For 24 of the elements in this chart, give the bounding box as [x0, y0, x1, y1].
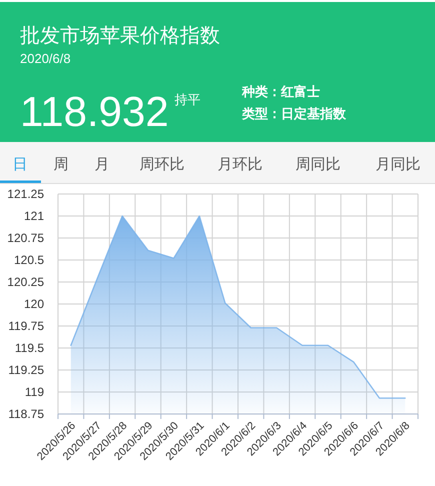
- text: 月环比: [218, 156, 262, 173]
- y-tick-label: 120.5: [14, 253, 44, 267]
- y-tick-label: 120.25: [7, 275, 44, 289]
- y-tick-label: 119.25: [8, 363, 44, 377]
- text: 2020/6/8: [20, 51, 71, 66]
- y-tick-label: 121.25: [7, 187, 44, 201]
- y-tick-label: 120: [24, 297, 44, 311]
- text: 周: [54, 156, 68, 173]
- text: 种类：红富士: [241, 84, 320, 99]
- y-tick-label: 118.75: [8, 407, 44, 421]
- text: 118.932: [20, 88, 169, 135]
- y-tick-label: 120.75: [7, 231, 44, 245]
- text: 周环比: [140, 156, 184, 173]
- text: 月同比: [376, 156, 420, 173]
- text: 月: [94, 156, 110, 173]
- y-tick-label: 121: [24, 209, 44, 223]
- text: 类型：日定基指数: [241, 106, 347, 121]
- y-tick-label: 119.5: [14, 341, 44, 355]
- text: 周同比: [296, 156, 340, 173]
- text: 日: [12, 156, 28, 173]
- y-tick-label: 119: [24, 385, 44, 399]
- text: 持平: [174, 92, 201, 107]
- y-tick-label: 119.75: [8, 319, 44, 333]
- text: 批发市场苹果价格指数: [20, 25, 220, 47]
